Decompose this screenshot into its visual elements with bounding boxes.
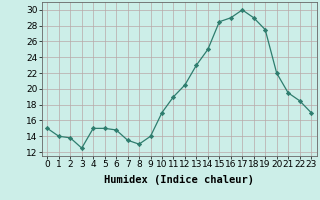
X-axis label: Humidex (Indice chaleur): Humidex (Indice chaleur) [104,175,254,185]
